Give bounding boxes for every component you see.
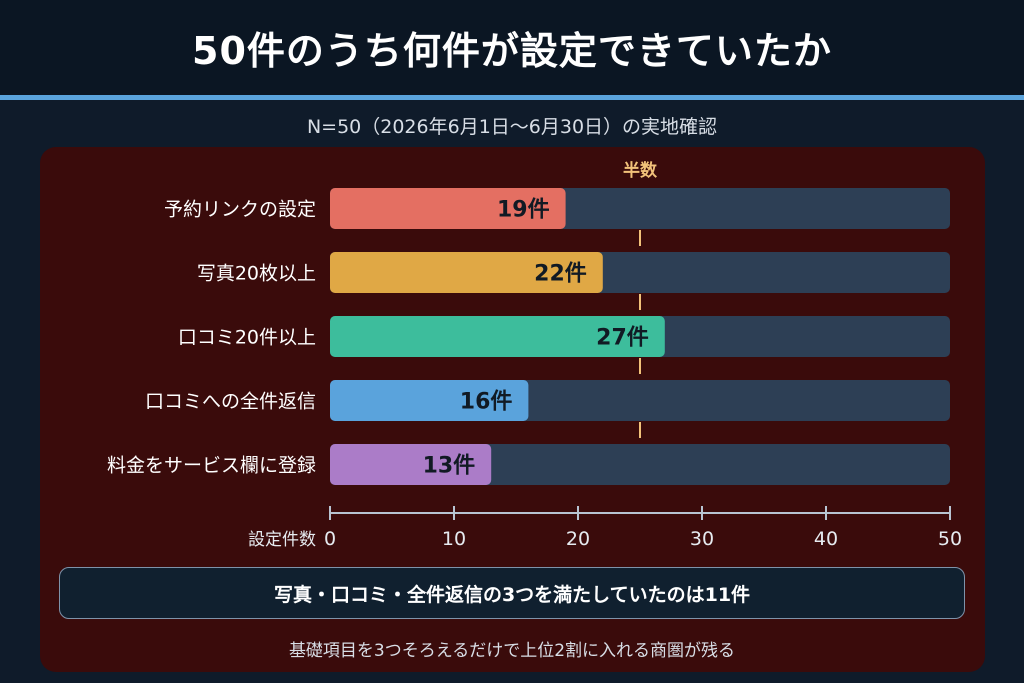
data-label: 13件 bbox=[423, 454, 476, 479]
x-tick-label: 0 bbox=[324, 528, 336, 550]
category-label: 料金をサービス欄に登録 bbox=[107, 455, 316, 477]
category-label: 写真20枚以上 bbox=[197, 263, 316, 285]
x-tick-label: 30 bbox=[690, 528, 714, 550]
category-label: 口コミ20件以上 bbox=[178, 327, 316, 349]
footnote: 基礎項目を3つそろえるだけで上位2割に入れる商圏が残る bbox=[288, 641, 736, 661]
x-tick-label: 40 bbox=[814, 528, 838, 550]
bar bbox=[330, 380, 529, 421]
summary-callout: 写真・口コミ・全件返信の3つを満たしていたのは11件 bbox=[59, 567, 965, 619]
bar bbox=[330, 444, 492, 485]
data-label: 19件 bbox=[497, 198, 550, 223]
chart-subtitle: N=50（2026年6月1日〜6月30日）の実地確認 bbox=[306, 116, 718, 138]
bar bbox=[330, 252, 603, 293]
x-tick-label: 20 bbox=[566, 528, 590, 550]
x-axis-title: 設定件数 bbox=[248, 530, 316, 550]
x-tick-label: 10 bbox=[442, 528, 466, 550]
page-title: 50件のうち何件が設定できていたか bbox=[192, 29, 832, 73]
header-divider bbox=[0, 95, 1024, 100]
data-label: 27件 bbox=[596, 326, 649, 351]
data-label: 16件 bbox=[460, 390, 513, 415]
category-label: 予約リンクの設定 bbox=[164, 199, 316, 221]
header-bar: 50件のうち何件が設定できていたか bbox=[0, 0, 1024, 95]
category-label: 口コミへの全件返信 bbox=[145, 391, 316, 413]
bar bbox=[330, 188, 566, 229]
data-label: 22件 bbox=[534, 262, 587, 287]
reference-line-label: 半数 bbox=[623, 160, 658, 181]
x-tick-label: 50 bbox=[938, 528, 962, 550]
bar bbox=[330, 316, 665, 357]
